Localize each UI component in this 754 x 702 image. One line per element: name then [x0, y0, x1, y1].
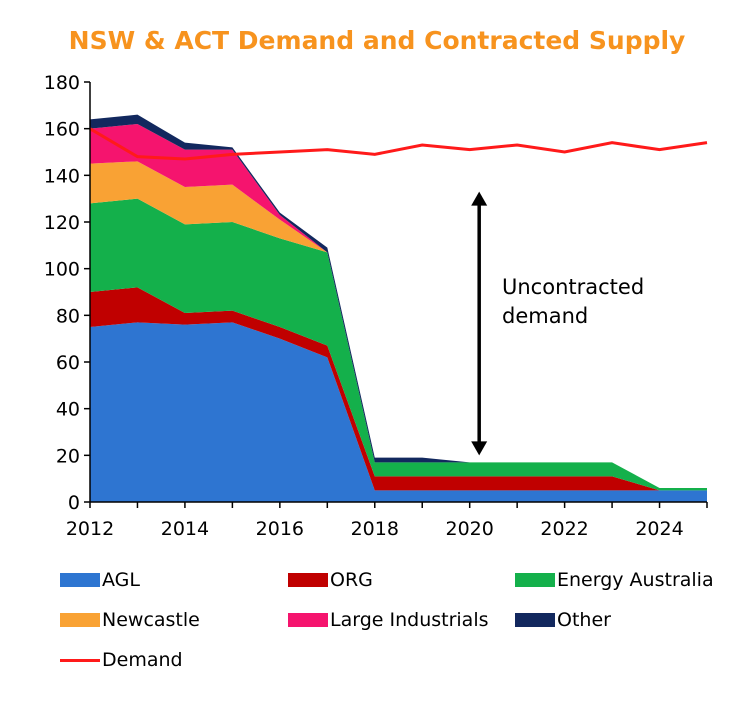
- annotation-arrow-head-down: [471, 441, 488, 456]
- y-tick-label: 80: [56, 305, 80, 327]
- x-tick-label: 2012: [66, 518, 114, 540]
- annotation-text: Uncontracted: [502, 275, 644, 299]
- annotation: Uncontracted demand: [471, 191, 644, 456]
- axes: 0 20 40 60 80 100 120 140 160 180 2012 2014 2016 2018…: [44, 72, 708, 540]
- legend-swatch: [515, 573, 555, 587]
- area-newcastle: [90, 161, 707, 489]
- x-tick-label: 2024: [635, 518, 683, 540]
- legend-item-agl: AGL: [60, 568, 140, 592]
- legend-swatch: [60, 613, 100, 627]
- x-tick-label: 2022: [540, 518, 588, 540]
- legend-swatch: [60, 658, 100, 662]
- x-tick-label: 2018: [351, 518, 399, 540]
- y-tick-label: 180: [44, 72, 80, 94]
- y-tick-label: 160: [44, 119, 80, 141]
- demand-line: [89, 127, 708, 161]
- y-tick-label: 140: [44, 165, 80, 187]
- legend-item-org: ORG: [288, 568, 373, 592]
- legend-item-demand: Demand: [60, 648, 183, 672]
- legend-label: Energy Australia: [557, 569, 714, 591]
- y-tick-label: 20: [56, 445, 80, 467]
- legend-label: Newcastle: [102, 609, 200, 631]
- area-large-industrials: [90, 124, 707, 488]
- legend-label: Demand: [102, 649, 183, 671]
- area-agl: [90, 322, 707, 502]
- x-tick-label: 2020: [446, 518, 494, 540]
- y-tick-label: 60: [56, 352, 80, 374]
- legend-label: Other: [557, 609, 611, 631]
- y-tick-label: 0: [68, 492, 80, 514]
- legend-item-other: Other: [515, 608, 611, 632]
- x-tick-label: 2014: [161, 518, 209, 540]
- annotation-text: demand: [502, 304, 588, 328]
- legend-label: Large Industrials: [330, 609, 489, 631]
- chart-title: NSW & ACT Demand and Contracted Supply: [68, 26, 686, 55]
- legend-swatch: [515, 613, 555, 627]
- y-tick-label: 40: [56, 399, 80, 421]
- legend-swatch: [60, 573, 100, 587]
- legend-item-large-industrials: Large Industrials: [288, 608, 489, 632]
- stacked-areas: [90, 114, 707, 502]
- x-tick-label: 2016: [256, 518, 304, 540]
- legend-item-newcastle: Newcastle: [60, 608, 200, 632]
- legend-swatch: [288, 573, 328, 587]
- legend-label: AGL: [102, 569, 140, 591]
- y-tick-label: 100: [44, 259, 80, 281]
- annotation-arrow-head-up: [471, 191, 488, 206]
- legend-item-energy-australia: Energy Australia: [515, 568, 714, 592]
- y-tick-label: 120: [44, 212, 80, 234]
- area-org: [90, 287, 707, 491]
- demand-line-group: [89, 127, 708, 161]
- area-energy-australia: [90, 198, 707, 491]
- legend-swatch: [288, 613, 328, 627]
- chart-area: 0 20 40 60 80 100 120 140 160 180 2012 2014 2016 2018…: [44, 72, 708, 540]
- legend-label: ORG: [330, 569, 373, 591]
